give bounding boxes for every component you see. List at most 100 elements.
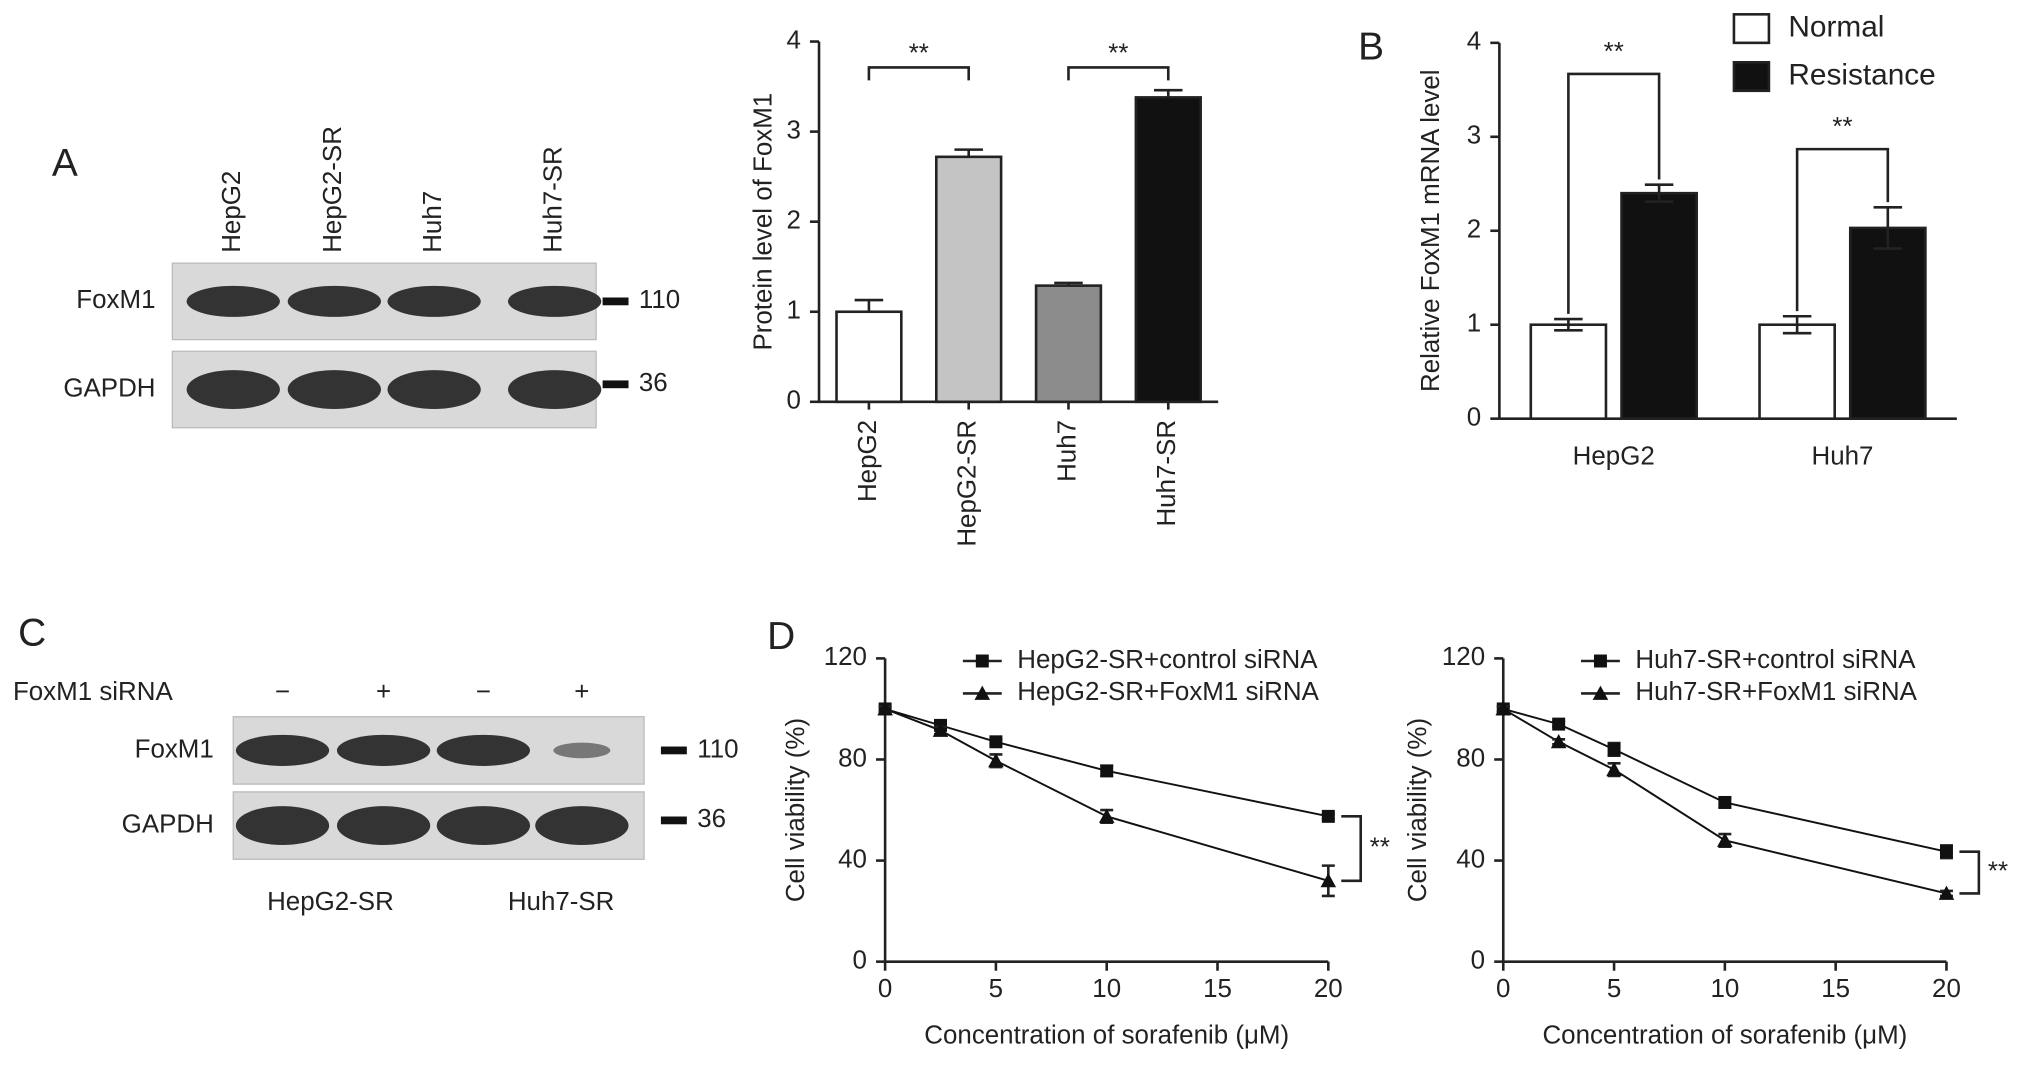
- significance-bracket: [1067, 66, 1170, 81]
- x-axis-label: Concentration of sorafenib (μM): [924, 1022, 1289, 1050]
- x-tick-label: 10: [1710, 975, 1739, 1003]
- x-tick-label: HepG2-SR: [954, 420, 982, 547]
- marker: [877, 701, 893, 716]
- error-bar: [1873, 205, 1903, 250]
- row-label: FoxM1: [76, 286, 155, 314]
- marker: [1939, 845, 1953, 859]
- significance-label: **: [909, 39, 929, 67]
- blot-band: [287, 285, 381, 317]
- size-marker: [602, 297, 629, 306]
- blot-band: [235, 806, 330, 846]
- error-bar: [1782, 314, 1812, 335]
- y-axis-label: Cell viability (%): [782, 718, 810, 902]
- x-tick-label: Huh7: [1053, 420, 1081, 482]
- y-tick-label: 1: [786, 297, 800, 325]
- marker: [1938, 885, 1955, 900]
- significance-bracket: [1341, 815, 1363, 883]
- error-bar: [1554, 317, 1583, 332]
- x-tick-label: 5: [989, 975, 1003, 1003]
- panel-label: B: [1358, 26, 1384, 69]
- size-label: 110: [639, 286, 680, 314]
- significance-bracket: [1795, 147, 1890, 312]
- blot-band: [387, 370, 481, 409]
- marker: [1550, 734, 1567, 749]
- blot-band: [508, 370, 602, 409]
- bar: [1758, 323, 1836, 420]
- marker: [988, 752, 1004, 768]
- y-tick-label: 3: [786, 116, 800, 144]
- blot-band: [553, 742, 611, 759]
- panel-label: D: [767, 615, 795, 658]
- y-tick-label: 0: [786, 387, 800, 415]
- bar: [1848, 226, 1927, 420]
- panel-label: A: [52, 142, 78, 185]
- line: [884, 708, 1329, 882]
- legend-label: Normal: [1788, 10, 1884, 43]
- blot-band: [387, 285, 481, 317]
- x-tick-label: 0: [878, 975, 892, 1003]
- significance-label: **: [1832, 113, 1852, 141]
- legend-swatch: [1732, 60, 1771, 93]
- legend-marker: [974, 685, 991, 700]
- error-bar: [954, 148, 983, 157]
- marker: [1717, 832, 1733, 847]
- marker: [1320, 873, 1337, 888]
- size-label: 36: [639, 369, 668, 397]
- marker: [1321, 809, 1335, 823]
- row-label: GAPDH: [122, 810, 214, 838]
- lane-label: +: [376, 678, 391, 706]
- legend-marker: [1592, 685, 1609, 700]
- y-tick-label: 2: [786, 207, 800, 235]
- legend-label: Huh7-SR+FoxM1 siRNA: [1635, 678, 1917, 706]
- error-bar: [1054, 281, 1083, 286]
- significance-bracket: [867, 66, 970, 81]
- y-tick-label: 80: [1456, 744, 1485, 772]
- y-tick-label: 40: [838, 845, 867, 873]
- line: [884, 708, 1329, 818]
- blot-band: [186, 285, 280, 317]
- group-label: Huh7-SR: [508, 888, 615, 916]
- bar: [835, 310, 903, 404]
- size-marker: [660, 746, 687, 755]
- y-tick-label: 120: [824, 643, 867, 671]
- y-axis-label: Protein level of FoxM1: [749, 93, 777, 351]
- significance-label: **: [1604, 38, 1624, 66]
- significance-label: **: [1108, 39, 1128, 67]
- legend-label: Resistance: [1788, 58, 1935, 91]
- group-label: HepG2-SR: [267, 888, 394, 916]
- bar: [1529, 323, 1608, 420]
- row-label: GAPDH: [63, 374, 155, 402]
- significance-label: **: [1370, 833, 1390, 861]
- x-tick-label: 20: [1314, 975, 1343, 1003]
- x-tick-label: 15: [1203, 975, 1232, 1003]
- blot-band: [436, 734, 531, 766]
- y-axis-label: Cell viability (%): [1404, 718, 1432, 902]
- y-tick-label: 2: [1467, 216, 1481, 244]
- y-tick-label: 120: [1442, 643, 1485, 671]
- blot-band: [535, 806, 629, 846]
- y-tick-label: 40: [1456, 845, 1485, 873]
- lane-label: +: [574, 678, 589, 706]
- legend-label: HepG2-SR+control siRNA: [1017, 646, 1318, 674]
- error-bar: [1154, 88, 1183, 98]
- blot-band: [235, 734, 330, 766]
- lane-label: −: [275, 678, 290, 706]
- significance-bracket: [1567, 72, 1661, 314]
- significance-label: **: [1988, 857, 2008, 885]
- lane-label: Huh7: [419, 191, 447, 253]
- x-tick-label: 20: [1932, 975, 1961, 1003]
- size-marker: [602, 380, 629, 389]
- lane-label: HepG2-SR: [319, 126, 347, 253]
- blot-band: [287, 370, 381, 409]
- panel-label: C: [18, 611, 46, 654]
- y-tick-label: 4: [786, 26, 800, 54]
- x-tick-label: Huh7-SR: [1153, 420, 1181, 527]
- marker: [1098, 808, 1115, 823]
- size-label: 36: [697, 805, 726, 833]
- y-axis-label: Relative FoxM1 mRNA level: [1417, 70, 1445, 393]
- marker: [989, 735, 1003, 749]
- marker: [932, 722, 949, 737]
- bar: [1620, 191, 1698, 420]
- y-tick-label: 0: [1467, 404, 1481, 432]
